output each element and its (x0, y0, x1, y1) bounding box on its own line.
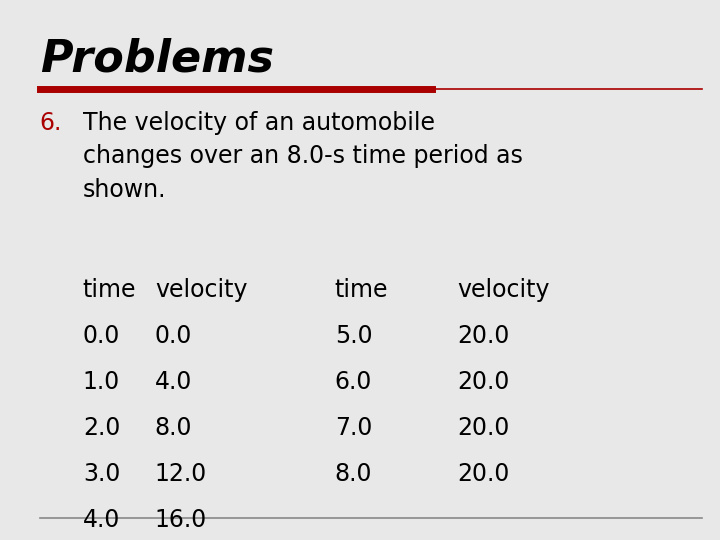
Text: velocity: velocity (457, 278, 549, 302)
Text: 7.0: 7.0 (335, 416, 372, 440)
Text: velocity: velocity (155, 278, 247, 302)
Text: 6.0: 6.0 (335, 370, 372, 394)
Text: 8.0: 8.0 (335, 462, 372, 485)
Text: 6.: 6. (40, 111, 62, 134)
Text: 2.0: 2.0 (83, 416, 120, 440)
Text: The velocity of an automobile
changes over an 8.0-s time period as
shown.: The velocity of an automobile changes ov… (83, 111, 523, 202)
Text: 4.0: 4.0 (83, 508, 120, 531)
Text: 20.0: 20.0 (457, 324, 510, 348)
Text: 0.0: 0.0 (83, 324, 120, 348)
Text: 3.0: 3.0 (83, 462, 120, 485)
Text: 8.0: 8.0 (155, 416, 192, 440)
Text: 20.0: 20.0 (457, 416, 510, 440)
Text: 12.0: 12.0 (155, 462, 207, 485)
Text: 5.0: 5.0 (335, 324, 372, 348)
Text: 20.0: 20.0 (457, 462, 510, 485)
Text: 20.0: 20.0 (457, 370, 510, 394)
Text: 1.0: 1.0 (83, 370, 120, 394)
Text: time: time (335, 278, 388, 302)
Text: 4.0: 4.0 (155, 370, 192, 394)
Text: time: time (83, 278, 136, 302)
Text: Problems: Problems (40, 38, 274, 81)
Text: 0.0: 0.0 (155, 324, 192, 348)
Text: 16.0: 16.0 (155, 508, 207, 531)
